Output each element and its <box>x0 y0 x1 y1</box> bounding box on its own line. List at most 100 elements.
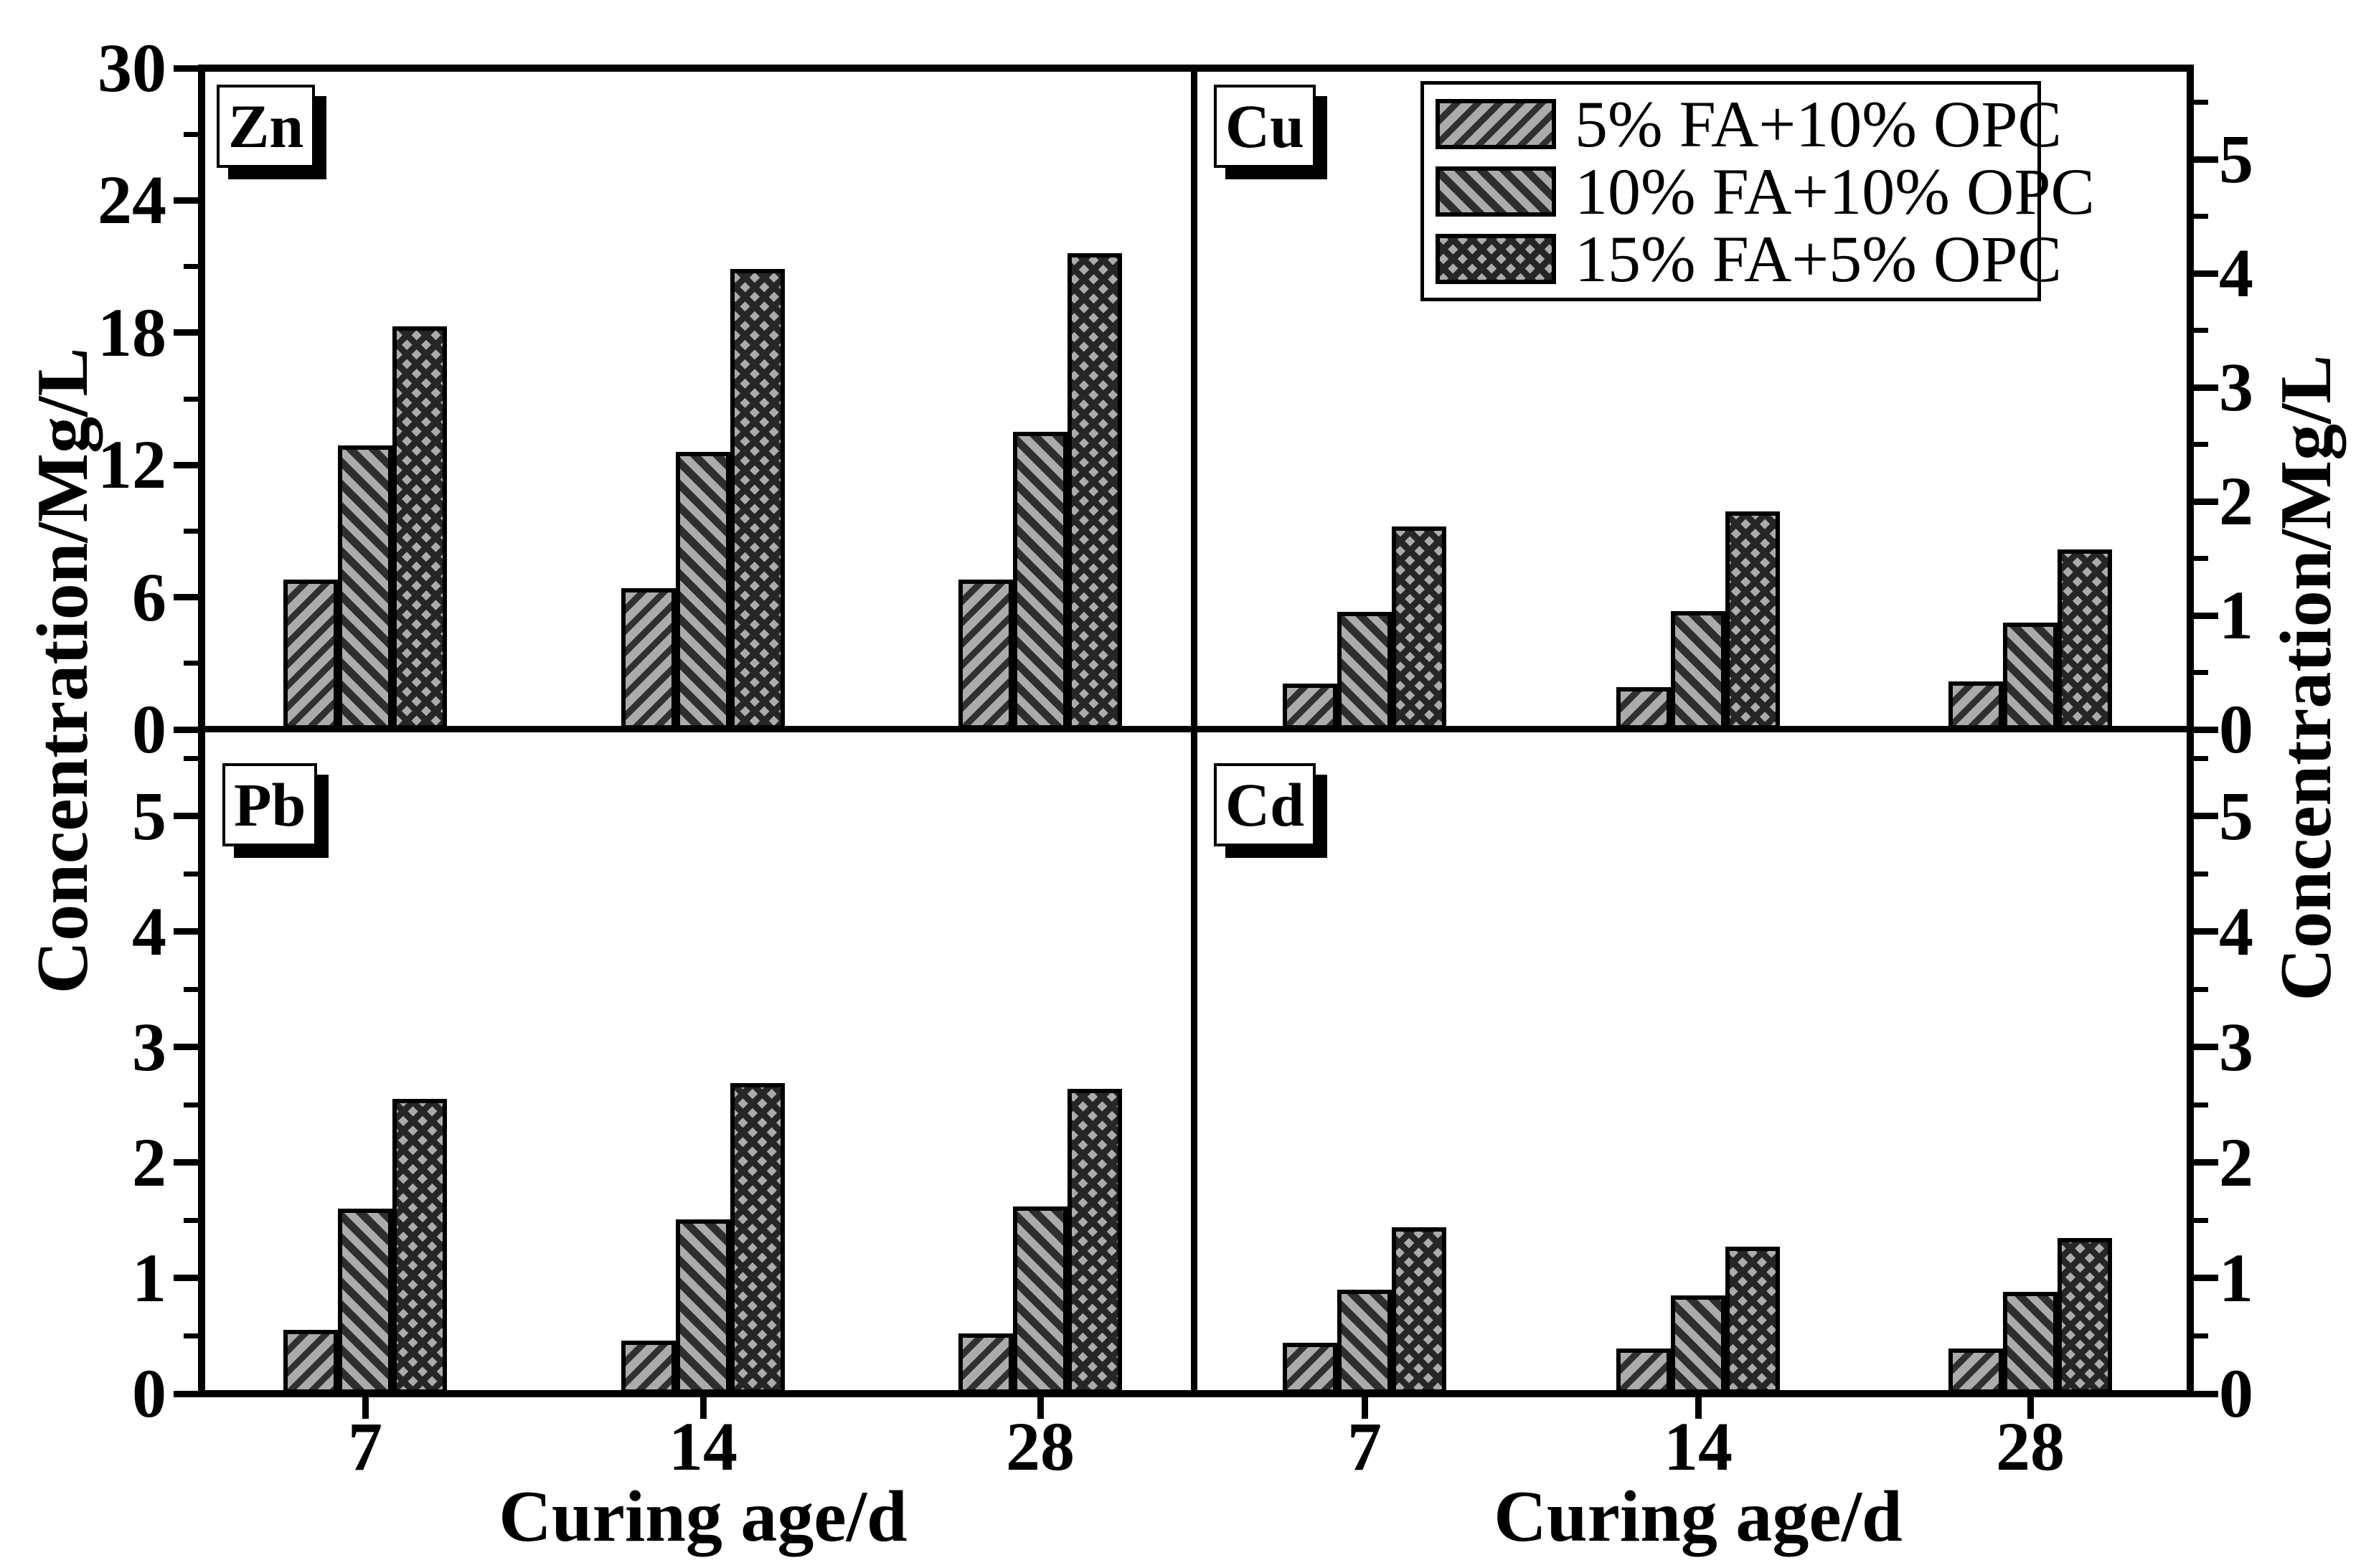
y-tick-zn-12 <box>174 461 198 468</box>
legend-label: 5% FA+10% OPC <box>1575 88 2062 161</box>
panel-area-Zn <box>202 68 1194 729</box>
x-tick-cd-14 <box>1695 1397 1702 1419</box>
legend-swatch-diagonal-backward-icon <box>1436 166 1556 217</box>
y-tick-zn-6 <box>174 594 198 601</box>
y-minor-tick-zn <box>184 661 198 666</box>
legend: 5% FA+10% OPC 10% FA+10% OPC 15% FA+5% O… <box>1420 81 2095 301</box>
x-tick-cd-7 <box>1361 1397 1368 1419</box>
y-minor-tick-pb <box>184 1333 198 1338</box>
y-tick-pb-0 <box>174 1390 198 1397</box>
y-minor-tick-cd <box>2194 755 2208 761</box>
y-tick-label-zn-24: 24 <box>98 161 166 239</box>
bar-cu-14d-series1 <box>1671 611 1725 729</box>
y-tick-pb-5 <box>174 813 198 820</box>
legend-swatch-crosshatch-icon <box>1436 234 1556 284</box>
y-minor-tick-cu <box>2194 556 2208 562</box>
y-minor-tick-pb <box>184 986 198 992</box>
bar-zn-28d-series2 <box>1067 253 1122 729</box>
y-tick-pb-1 <box>174 1275 198 1282</box>
x-axis-title-left: Curing age/d <box>499 1476 908 1557</box>
y-tick-cu-0 <box>2194 726 2218 733</box>
bar-cd-28d-series1 <box>2003 1292 2058 1394</box>
panel-label-Zn: Zn <box>217 85 316 168</box>
legend-row: 5% FA+10% OPC <box>1436 90 2062 158</box>
y-tick-label-cd-1: 1 <box>2219 1239 2253 1316</box>
y-tick-cu-5 <box>2194 156 2218 163</box>
y-tick-label-cu-4: 4 <box>2219 235 2253 312</box>
y-tick-pb-3 <box>174 1044 198 1051</box>
y-minor-tick-cd <box>2194 1102 2208 1107</box>
y-tick-zn-30 <box>174 65 198 72</box>
bar-cd-7d-series1 <box>1337 1290 1392 1394</box>
y-tick-label-pb-4: 4 <box>132 892 166 970</box>
y-tick-label-pb-3: 3 <box>132 1008 166 1085</box>
bar-cd-28d-series2 <box>2058 1238 2112 1394</box>
y-tick-label-zn-0: 0 <box>132 691 166 768</box>
bar-cu-7d-series2 <box>1392 526 1446 729</box>
y-tick-label-pb-0: 0 <box>132 1355 166 1432</box>
legend-row: 10% FA+10% OPC <box>1436 158 2095 225</box>
y-tick-label-cu-1: 1 <box>2219 577 2253 654</box>
y-tick-label-pb-1: 1 <box>132 1239 166 1316</box>
y-minor-tick-cu <box>2194 328 2208 334</box>
y-minor-tick-pb <box>184 871 198 877</box>
y-tick-label-cu-0: 0 <box>2219 691 2253 768</box>
bar-pb-14d-series2 <box>730 1083 785 1394</box>
x-axis-title-right: Curing age/d <box>1494 1476 1903 1557</box>
x-tick-label-cd-14: 14 <box>1664 1408 1733 1485</box>
x-tick-label-cd-7: 7 <box>1347 1408 1382 1485</box>
y-minor-tick-pb <box>184 755 198 761</box>
bar-zn-14d-series2 <box>730 269 785 729</box>
y-minor-tick-cu <box>2194 442 2208 448</box>
y-minor-tick-cd <box>2194 986 2208 992</box>
y-tick-cd-4 <box>2194 928 2218 935</box>
y-minor-tick-pb <box>184 1102 198 1107</box>
panel-area-Cd <box>1194 729 2190 1394</box>
bar-cu-14d-series0 <box>1616 687 1671 729</box>
bar-pb-14d-series1 <box>676 1219 730 1394</box>
panel-label-Cu: Cu <box>1214 85 1316 168</box>
bar-zn-14d-series0 <box>621 588 676 729</box>
y-tick-label-pb-2: 2 <box>132 1123 166 1201</box>
y-tick-label-cd-5: 5 <box>2219 777 2253 854</box>
y-tick-label-cu-5: 5 <box>2219 121 2253 198</box>
y-minor-tick-cd <box>2194 871 2208 877</box>
y-minor-tick-cu <box>2194 100 2208 105</box>
y-tick-zn-18 <box>174 329 198 336</box>
y-tick-label-zn-18: 18 <box>98 293 166 371</box>
bar-zn-28d-series0 <box>958 580 1013 729</box>
bar-zn-7d-series0 <box>283 580 338 729</box>
bar-cd-28d-series0 <box>1948 1349 2003 1394</box>
y-tick-pb-2 <box>174 1159 198 1166</box>
y-tick-label-pb-5: 5 <box>132 777 166 854</box>
bar-cu-7d-series0 <box>1283 684 1337 729</box>
y-tick-cd-2 <box>2194 1159 2218 1166</box>
bar-pb-7d-series2 <box>392 1099 447 1394</box>
y-tick-cu-1 <box>2194 612 2218 619</box>
x-tick-pb-14 <box>699 1397 707 1419</box>
y-tick-cd-3 <box>2194 1044 2218 1051</box>
plot-frame <box>198 65 2194 1397</box>
y-tick-label-cd-2: 2 <box>2219 1123 2253 1201</box>
y-tick-zn-24 <box>174 197 198 204</box>
y-tick-label-cd-0: 0 <box>2219 1355 2253 1432</box>
bar-zn-14d-series1 <box>676 452 730 729</box>
bar-zn-28d-series1 <box>1013 432 1067 729</box>
x-tick-pb-7 <box>362 1397 369 1419</box>
y-tick-label-cd-3: 3 <box>2219 1008 2253 1085</box>
y-minor-tick-cu <box>2194 214 2208 219</box>
y-minor-tick-zn <box>184 264 198 270</box>
legend-label: 15% FA+5% OPC <box>1575 222 2062 296</box>
panel-label-Pb: Pb <box>222 763 318 846</box>
y-tick-label-cu-2: 2 <box>2219 463 2253 540</box>
x-tick-cd-28 <box>2027 1397 2034 1419</box>
bar-cu-14d-series2 <box>1725 511 1780 729</box>
y-minor-tick-zn <box>184 131 198 137</box>
y-tick-cu-2 <box>2194 498 2218 505</box>
bar-pb-7d-series0 <box>283 1330 338 1394</box>
y-tick-zn-0 <box>174 726 198 733</box>
y-minor-tick-zn <box>184 396 198 402</box>
x-tick-label-pb-14: 14 <box>669 1408 737 1485</box>
y-minor-tick-cu <box>2194 670 2208 676</box>
x-tick-label-pb-28: 28 <box>1006 1408 1075 1485</box>
